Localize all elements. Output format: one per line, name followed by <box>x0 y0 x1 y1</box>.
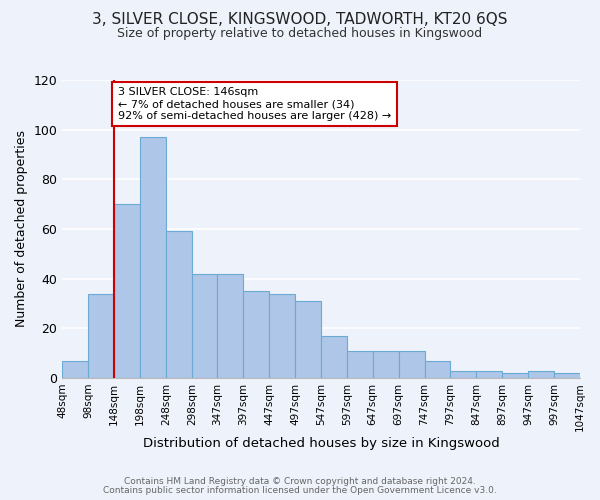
Bar <box>114 204 140 378</box>
Bar <box>373 350 398 378</box>
Bar <box>166 232 192 378</box>
Bar <box>451 370 476 378</box>
Text: Contains HM Land Registry data © Crown copyright and database right 2024.: Contains HM Land Registry data © Crown c… <box>124 477 476 486</box>
Text: Size of property relative to detached houses in Kingswood: Size of property relative to detached ho… <box>118 28 482 40</box>
Bar <box>347 350 373 378</box>
Bar <box>476 370 502 378</box>
Bar <box>243 291 269 378</box>
Text: 3, SILVER CLOSE, KINGSWOOD, TADWORTH, KT20 6QS: 3, SILVER CLOSE, KINGSWOOD, TADWORTH, KT… <box>92 12 508 28</box>
Bar <box>62 360 88 378</box>
Bar <box>295 301 321 378</box>
Text: Contains public sector information licensed under the Open Government Licence v3: Contains public sector information licen… <box>103 486 497 495</box>
Bar <box>554 373 580 378</box>
Bar <box>398 350 425 378</box>
X-axis label: Distribution of detached houses by size in Kingswood: Distribution of detached houses by size … <box>143 437 500 450</box>
Bar <box>269 294 295 378</box>
Bar <box>321 336 347 378</box>
Y-axis label: Number of detached properties: Number of detached properties <box>15 130 28 328</box>
Bar <box>528 370 554 378</box>
Bar <box>425 360 451 378</box>
Bar <box>88 294 114 378</box>
Bar <box>502 373 528 378</box>
Text: 3 SILVER CLOSE: 146sqm
← 7% of detached houses are smaller (34)
92% of semi-deta: 3 SILVER CLOSE: 146sqm ← 7% of detached … <box>118 88 391 120</box>
Bar <box>192 274 217 378</box>
Bar <box>217 274 243 378</box>
Bar <box>140 137 166 378</box>
